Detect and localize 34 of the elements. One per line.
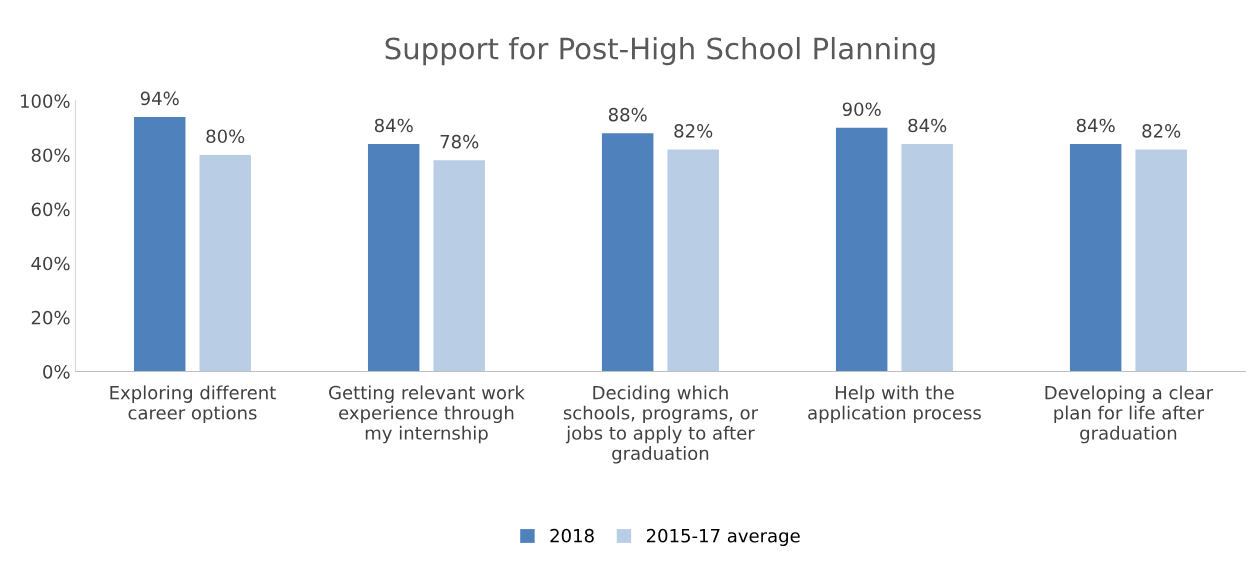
data-label: 82% [674,124,713,138]
data-label: 78% [440,134,479,149]
y-tick-label: 100% [20,94,70,108]
bar [433,160,485,372]
data-label: 88% [608,107,647,122]
x-tick-label: Exploring different career options [110,385,276,424]
legend-label: 2018 [550,528,594,543]
y-tick-label: 40% [31,256,70,271]
bar [835,127,888,372]
bar [1069,144,1122,372]
y-tick-label: 20% [31,310,70,325]
data-label: 84% [1076,118,1115,133]
bar [901,144,953,372]
y-tick-label: 0% [43,364,70,379]
x-tick-label: Getting relevant work experience through my internship [329,385,525,444]
x-tick-label: Deciding which schools, programs, or jobs to apply to after graduation [563,385,759,464]
bar [367,144,420,372]
bar [199,154,251,372]
data-label: 80% [206,129,245,144]
chart-title: Support for Post-High School Planning [385,36,935,66]
y-tick-label: 60% [31,202,70,217]
x-tick-label: Help with the application process [808,385,981,424]
y-tick-label: 80% [31,148,70,163]
data-label: 94% [140,91,179,106]
data-label: 84% [908,118,947,133]
bar [601,133,654,372]
x-tick-label: Developing a clear plan for life after graduation [1045,385,1214,444]
bar [667,149,719,372]
legend-label: 2015-17 average [646,528,800,547]
bar [1135,149,1187,372]
data-label: 90% [842,102,881,117]
data-label: 82% [1142,124,1181,138]
bar [133,117,186,372]
data-label: 84% [374,118,413,133]
